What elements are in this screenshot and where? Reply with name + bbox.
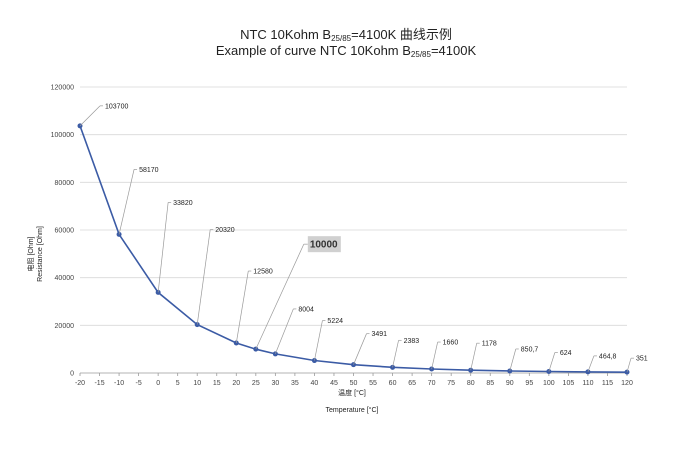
x-tick-label: -10: [114, 380, 124, 387]
data-label-leader: [118, 169, 135, 235]
data-label-leader: [509, 348, 517, 372]
data-label: 3491: [372, 331, 388, 338]
x-tick-label: 20: [232, 380, 240, 387]
data-label: 103700: [105, 103, 128, 110]
data-label-leader: [626, 358, 632, 373]
x-axis-title-cn: 温度 [°C]: [338, 388, 366, 397]
y-axis-ticks: 0 20000 40000 60000 80000 100000 120000: [51, 85, 74, 378]
x-tick-label: 10: [193, 380, 201, 387]
x-tick-label: 120: [621, 380, 633, 387]
data-label-leader: [196, 229, 211, 325]
y-tick-label: 20000: [55, 323, 75, 330]
y-axis-title: 电阻 [Ohm] Resistance [Ohm]: [26, 226, 44, 282]
data-label: 12580: [253, 269, 273, 276]
chart-title-cn: NTC 10Kohm B25/85=4100K 曲线示例: [240, 27, 452, 43]
data-label-highlight-box: [307, 236, 341, 253]
data-label: 1660: [443, 340, 459, 347]
x-tick-label: 35: [291, 380, 299, 387]
data-label-leader: [353, 333, 367, 365]
x-tick-label: 30: [271, 380, 279, 387]
x-tick-label: 45: [330, 380, 338, 387]
x-axis-title-en: Temperature [°C]: [326, 406, 379, 414]
x-tick-label: 110: [582, 380, 593, 387]
data-label-leader: [275, 308, 294, 355]
y-tick-label: 60000: [55, 228, 75, 235]
x-tick-label: 65: [408, 380, 416, 387]
data-label-leader: [157, 202, 169, 293]
y-tick-label: 80000: [55, 180, 75, 187]
gridlines: [80, 86, 627, 374]
x-tick-label: -15: [94, 380, 104, 387]
x-tick-label: 80: [467, 380, 475, 387]
series-resistance: [77, 123, 630, 375]
data-label-leader: [235, 270, 249, 344]
data-label: 58170: [139, 167, 159, 174]
data-label: 464,8: [599, 353, 617, 360]
x-tick-label: 70: [428, 380, 436, 387]
data-label: 624: [560, 350, 572, 357]
x-tick-label: 100: [543, 380, 555, 387]
y-tick-label: 120000: [51, 85, 74, 92]
x-tick-label: 50: [350, 380, 358, 387]
data-label: 8004: [298, 306, 314, 313]
x-tick-label: -20: [75, 380, 85, 387]
x-tick-label: 5: [176, 380, 180, 387]
x-tick-label: 75: [447, 380, 455, 387]
x-tick-label: 90: [506, 380, 514, 387]
data-label-leader: [548, 352, 556, 372]
data-labels: 103700 58170 33820 20320 12580 10000 8004 5224 3…: [79, 103, 648, 373]
chart-title: NTC 10Kohm B25/85=4100K 曲线示例 Example of …: [216, 27, 477, 59]
x-tick-label: 85: [486, 380, 494, 387]
data-label-leader: [392, 340, 399, 368]
data-label: 850,7: [521, 346, 539, 353]
x-tick-label: 95: [525, 380, 533, 387]
data-label-leader: [431, 341, 438, 370]
x-tick-label: 40: [311, 380, 319, 387]
data-label-leader: [79, 105, 101, 127]
y-tick-label: 100000: [51, 132, 74, 139]
x-tick-label: 15: [213, 380, 221, 387]
data-label: 20320: [215, 227, 235, 234]
y-tick-label: 40000: [55, 275, 75, 282]
data-label: 33820: [173, 200, 193, 207]
x-tick-label: 60: [389, 380, 397, 387]
x-tick-label: 0: [156, 380, 160, 387]
data-label: 351: [636, 356, 648, 363]
x-tick-label: 25: [252, 380, 260, 387]
data-label: 5224: [327, 318, 343, 325]
data-point: [253, 346, 259, 352]
data-label-leader: [587, 355, 595, 373]
data-label-leader: [255, 244, 305, 350]
x-tick-label: -5: [135, 380, 141, 387]
series-line: [79, 125, 628, 373]
x-tick-label: 55: [369, 380, 377, 387]
data-label: 10000: [310, 240, 338, 251]
data-label-leader: [470, 343, 478, 371]
x-tick-label: 115: [602, 380, 613, 387]
y-tick-label: 0: [70, 371, 74, 378]
x-tick-label: 105: [563, 380, 575, 387]
x-axis-title: 温度 [°C] Temperature [°C]: [326, 388, 379, 414]
data-label: 2383: [404, 338, 420, 345]
y-axis-title-en: Resistance [Ohm]: [37, 226, 44, 282]
y-axis-title-cn: 电阻 [Ohm]: [26, 236, 35, 271]
data-label: 1178: [482, 341, 497, 348]
x-axis-ticks: -20 -15 -10 -5 0 5 10 15 20 25 30 35 40 45 50 55 60 65 70 7…: [75, 373, 633, 387]
chart-title-en: Example of curve NTC 10Kohm B25/85=4100K: [216, 43, 477, 59]
data-label-leader: [314, 320, 323, 361]
